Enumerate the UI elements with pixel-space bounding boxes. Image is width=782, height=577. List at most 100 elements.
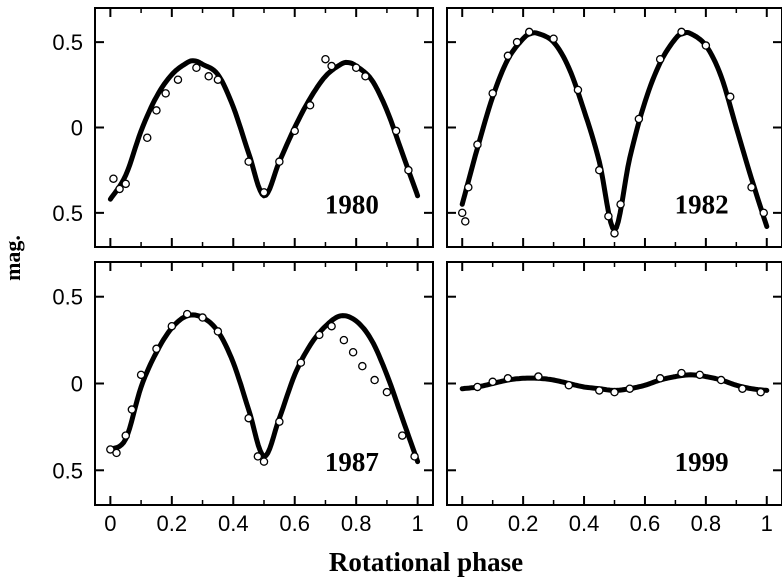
data-point	[457, 208, 467, 218]
data-point	[677, 27, 686, 37]
data-point	[213, 75, 223, 84]
data-point	[473, 140, 482, 149]
data-point	[725, 92, 735, 102]
year-label: 1999	[675, 447, 729, 477]
data-point	[152, 106, 161, 115]
data-point	[253, 452, 263, 461]
data-point	[398, 431, 407, 440]
y-tick-label: 0.5	[52, 285, 83, 310]
x-tick-label: 0.2	[157, 511, 188, 536]
data-point	[127, 405, 137, 414]
x-tick-label: 0.8	[341, 511, 372, 536]
data-point	[655, 374, 665, 383]
data-point	[370, 375, 379, 385]
data-point	[121, 431, 130, 440]
data-point	[564, 380, 574, 390]
data-point	[361, 72, 370, 81]
model-curve	[107, 312, 421, 465]
data-point	[351, 63, 361, 73]
data-point	[115, 184, 124, 194]
data-point	[327, 321, 336, 331]
data-point	[625, 384, 634, 393]
data-point	[655, 54, 665, 64]
panel-1982: 1982	[446, 7, 782, 248]
x-axis-label: Rotational phase	[329, 547, 523, 577]
data-point	[259, 188, 269, 197]
data-point	[610, 387, 619, 397]
y-tick-label: 0	[71, 116, 83, 141]
data-point	[473, 382, 482, 392]
data-point	[595, 386, 604, 395]
data-point	[534, 372, 543, 381]
data-point	[173, 75, 183, 84]
data-point	[296, 358, 306, 367]
data-point	[121, 179, 130, 189]
panel-1999: 0 0.2 0.4 0.6 0.8 1 1999	[446, 261, 782, 536]
data-point	[738, 384, 747, 393]
panels: 0.5 0 0.5 1980 1982 0.5 0 0.5 0 0.2 0.4 0.6 0.8 1 1987…	[52, 7, 782, 536]
y-tick-label: 0.5	[52, 201, 83, 226]
panel-frame	[94, 261, 434, 506]
y-tick-label: 0	[71, 372, 83, 397]
x-tick-label: 0.6	[279, 511, 310, 536]
data-point	[677, 368, 686, 378]
data-point	[503, 51, 513, 61]
panel-frame	[446, 7, 782, 248]
data-point	[305, 101, 315, 110]
data-point	[192, 63, 201, 73]
data-point	[701, 41, 711, 50]
panel-frame	[94, 7, 434, 248]
data-point	[716, 375, 726, 385]
x-tick-label: 1	[412, 511, 424, 536]
data-point	[275, 157, 284, 166]
panel-1980: 0.5 0 0.5 1980	[52, 7, 434, 248]
data-point	[167, 321, 177, 331]
y-tick-label: 0.5	[52, 458, 83, 483]
data-point	[549, 34, 558, 43]
data-point	[109, 174, 118, 183]
data-point	[112, 448, 121, 458]
x-tick-label: 1	[761, 511, 773, 536]
x-tick-label: 0	[456, 511, 468, 536]
x-tick-label: 0.4	[218, 511, 249, 536]
x-tick-label: 0.8	[691, 511, 722, 536]
data-point	[573, 85, 583, 95]
x-tick-label: 0	[104, 511, 116, 536]
data-point	[756, 387, 765, 397]
data-point	[759, 208, 768, 218]
data-point	[461, 217, 470, 226]
data-point	[339, 335, 349, 345]
model-curve	[107, 58, 421, 202]
data-point	[327, 61, 336, 71]
data-point	[136, 370, 146, 380]
year-label: 1982	[675, 190, 729, 220]
data-point	[142, 133, 152, 142]
data-point	[747, 182, 756, 192]
data-point	[198, 313, 207, 322]
data-point	[464, 182, 473, 192]
data-point	[634, 114, 644, 124]
data-point	[275, 417, 284, 426]
data-point	[204, 72, 213, 81]
data-point	[503, 374, 513, 383]
data-point	[610, 229, 619, 238]
x-tick-label: 0.4	[569, 511, 600, 536]
data-point	[161, 89, 170, 98]
data-point	[244, 157, 253, 166]
y-axis-label: mag.	[0, 235, 25, 281]
x-tick-label: 0.2	[508, 511, 539, 536]
data-point	[595, 165, 604, 175]
data-point	[524, 27, 534, 37]
data-point	[488, 89, 497, 98]
data-point	[382, 387, 392, 397]
y-tick-label: 0.5	[52, 30, 83, 55]
data-point	[290, 126, 299, 136]
data-point	[616, 200, 625, 209]
data-point	[259, 457, 269, 466]
data-point	[604, 212, 613, 221]
data-point	[315, 330, 324, 340]
data-point	[488, 377, 497, 387]
data-point	[512, 37, 522, 47]
data-point	[391, 126, 401, 136]
year-label: 1980	[325, 190, 379, 220]
